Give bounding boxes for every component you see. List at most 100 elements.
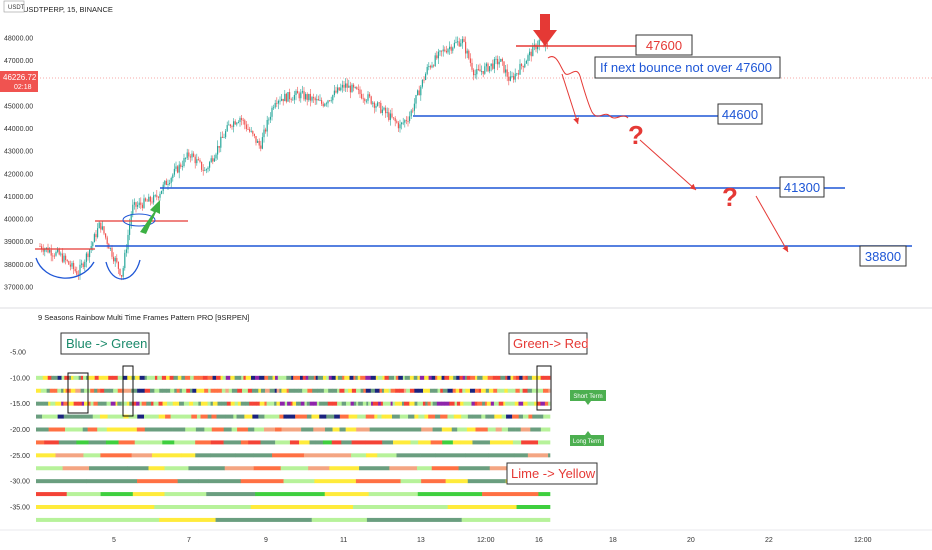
heat-cell xyxy=(421,427,433,432)
candle-body xyxy=(183,158,185,167)
heat-cell xyxy=(301,427,314,432)
heat-cell xyxy=(117,375,124,380)
heat-cell xyxy=(188,466,226,471)
heat-cell xyxy=(131,401,137,406)
heat-cell xyxy=(507,375,511,380)
candle-body xyxy=(437,51,439,59)
candle-body xyxy=(346,83,348,88)
candle-body xyxy=(135,202,137,207)
heat-cell xyxy=(63,388,66,393)
heat-cell xyxy=(527,388,533,393)
heat-cell xyxy=(276,388,280,393)
heat-cell xyxy=(134,440,149,445)
level-label-44600[interactable]: 44600 xyxy=(717,103,763,125)
time-axis[interactable]: 5 7 9 11 13 12:00 16 18 20 22 12:00 xyxy=(112,537,872,544)
heat-cell xyxy=(379,427,389,432)
heat-cell xyxy=(498,401,504,406)
heat-cell xyxy=(291,375,294,380)
candle-body xyxy=(399,124,401,129)
heat-cell xyxy=(488,453,515,458)
heat-cell xyxy=(351,440,366,445)
heat-cell xyxy=(172,401,176,406)
heat-cell xyxy=(183,401,190,406)
candle-body xyxy=(493,59,495,69)
heat-cell xyxy=(328,388,333,393)
candle-body xyxy=(393,117,395,119)
label-lime-yellow[interactable]: Lime -> Yellow xyxy=(506,462,598,485)
heat-cell xyxy=(510,375,514,380)
heat-cell xyxy=(432,427,443,432)
candle-body xyxy=(125,249,127,253)
heat-cell xyxy=(199,388,203,393)
heat-cell xyxy=(127,375,132,380)
heat-cell xyxy=(401,401,405,406)
heat-cell xyxy=(193,401,199,406)
heat-cell xyxy=(470,375,476,380)
candle-body xyxy=(205,169,207,171)
indicator-axis[interactable]: -5.00 -10.00 -15.00 -20.00 -25.00 -30.00 -35.0… xyxy=(10,350,30,512)
highlight-box-2 xyxy=(122,365,134,417)
heat-cell xyxy=(319,414,327,419)
heat-cell xyxy=(154,388,160,393)
heat-cell xyxy=(162,440,175,445)
candle-body xyxy=(495,58,497,60)
heat-cell xyxy=(441,401,445,406)
heat-cell xyxy=(61,388,64,393)
time-tick-label: 11 xyxy=(340,537,347,544)
heat-cell xyxy=(355,375,359,380)
level-label-38800[interactable]: 38800 xyxy=(859,245,907,267)
candle-body xyxy=(244,120,246,125)
candle-body xyxy=(250,131,252,132)
heat-cell xyxy=(312,388,318,393)
heat-cell xyxy=(245,375,252,380)
heat-cell xyxy=(240,401,246,406)
last-price-value: 46226.72 xyxy=(3,73,37,82)
heat-cell xyxy=(365,414,375,419)
heat-cell xyxy=(456,375,460,380)
heat-cell xyxy=(80,388,85,393)
heat-cell xyxy=(36,453,56,458)
heat-cell xyxy=(535,375,541,380)
heat-cell xyxy=(264,401,267,406)
heat-cell xyxy=(382,440,394,445)
heat-cell xyxy=(519,388,523,393)
label-green-red[interactable]: Green-> Red xyxy=(508,332,589,355)
candle-body xyxy=(285,93,287,102)
candle-body xyxy=(466,50,468,54)
heat-cell xyxy=(92,375,95,380)
candle-body xyxy=(274,102,276,108)
heat-cell xyxy=(485,388,490,393)
level-label-47600[interactable]: 47600 xyxy=(635,34,693,56)
heat-cell xyxy=(211,427,225,432)
heat-cell xyxy=(61,401,64,406)
candle-body xyxy=(153,195,155,203)
heat-cell xyxy=(322,375,327,380)
candle-body xyxy=(140,202,142,205)
level-label-41300[interactable]: 41300 xyxy=(779,176,825,198)
heat-cell xyxy=(418,414,425,419)
heat-cell xyxy=(341,401,347,406)
heat-cell xyxy=(231,388,238,393)
heat-cell xyxy=(374,388,380,393)
candle-body xyxy=(137,205,139,207)
heat-cell xyxy=(421,479,446,484)
candle-body xyxy=(537,45,539,50)
candle-body xyxy=(66,259,68,262)
condition-label[interactable]: If next bounce not over 47600 xyxy=(594,56,781,79)
heat-cell xyxy=(97,427,108,432)
heat-cell xyxy=(248,427,255,432)
svg-text:USDT: USDT xyxy=(8,5,25,11)
heat-cell xyxy=(495,427,503,432)
heat-cell xyxy=(154,505,251,509)
heat-cell xyxy=(401,427,415,432)
candle-body xyxy=(229,124,231,127)
candle-body xyxy=(156,195,158,197)
heat-cell xyxy=(457,427,468,432)
heat-cell xyxy=(319,401,325,406)
heat-cell xyxy=(304,401,308,406)
candle-body xyxy=(154,195,156,197)
candle-body xyxy=(455,42,457,43)
label-blue-green[interactable]: Blue -> Green xyxy=(60,332,150,355)
candle-body xyxy=(241,118,243,120)
